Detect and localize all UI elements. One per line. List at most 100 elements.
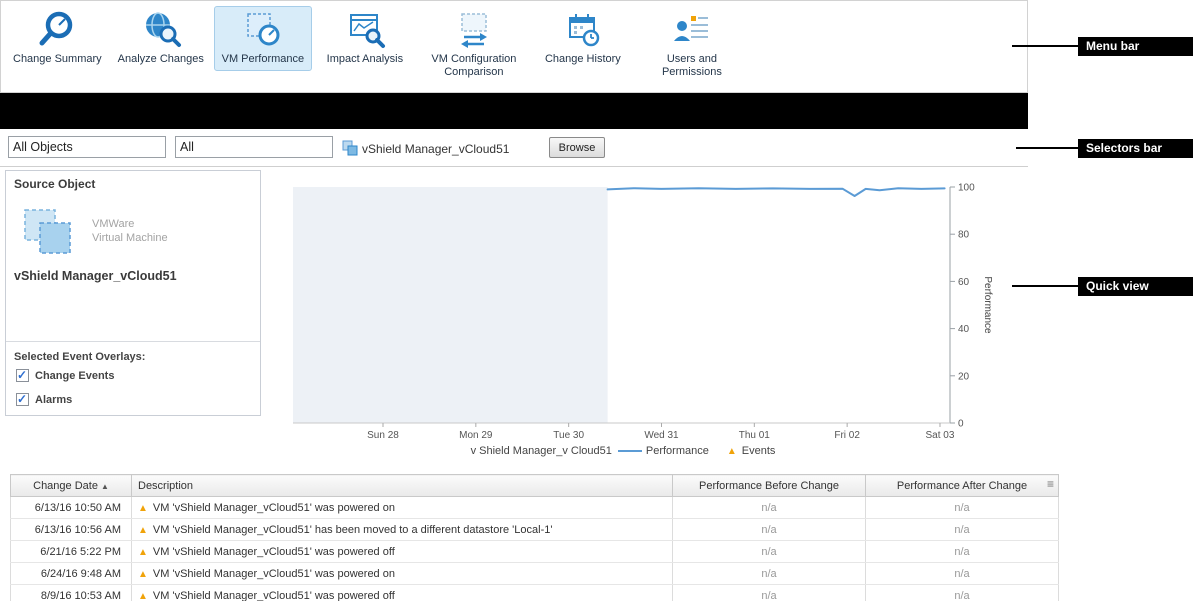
menu-item-change-history[interactable]: Change History <box>534 6 632 71</box>
vm-compare-arrows-icon <box>452 10 496 50</box>
svg-text:Thu 01: Thu 01 <box>739 430 771 441</box>
selectors-bar-annotation: Selectors bar <box>1078 139 1193 158</box>
description-cell: ▲ VM 'vShield Manager_vCloud51' was power… <box>131 562 673 585</box>
event-warning-icon: ▲ <box>138 568 148 580</box>
object-type-label: VMWare Virtual Machine <box>92 218 168 244</box>
change-events-table: Change Date ▲ Description Performance Bef… <box>10 474 1059 601</box>
change-date-cell: 8/9/16 10:53 AM <box>10 584 132 601</box>
table-row[interactable]: 6/21/16 5:22 PM ▲ VM 'vShield Manager_vClo… <box>10 540 1059 563</box>
selectors-bar: vShield Manager_vCloud51 Browse <box>0 129 1028 167</box>
performance-before-cell: n/a <box>672 562 866 585</box>
menu-item-vm-performance[interactable]: VM Performance <box>213 6 312 71</box>
selectors-bar-callout-line <box>1016 147 1078 149</box>
menu-item-label: Analyze Changes <box>117 53 204 65</box>
source-object-title: Source Object <box>14 177 96 191</box>
panel-divider <box>6 341 260 342</box>
column-header-performance-before[interactable]: Performance Before Change <box>672 474 866 497</box>
performance-after-cell: n/a <box>865 496 1059 519</box>
change-events-checkbox-row[interactable]: Change Events <box>16 368 114 382</box>
events-table-body: 6/13/16 10:50 AM ▲ VM 'vShield Manager_vCl… <box>10 496 1059 601</box>
selected-object-label: vShield Manager_vCloud51 <box>362 142 510 156</box>
description-cell: ▲ VM 'vShield Manager_vCloud51' was power… <box>131 540 673 563</box>
svg-text:Sun 28: Sun 28 <box>367 430 399 441</box>
quick-view-callout-line <box>1012 285 1078 287</box>
description-text: VM 'vShield Manager_vCloud51' was powere… <box>152 545 395 558</box>
change-events-checkbox[interactable] <box>16 368 29 382</box>
svg-text:40: 40 <box>958 324 970 335</box>
event-warning-icon: ▲ <box>138 590 148 601</box>
description-cell: ▲ VM 'vShield Manager_vCloud51' was power… <box>131 584 673 601</box>
column-header-change-date[interactable]: Change Date ▲ <box>10 474 132 497</box>
performance-before-cell: n/a <box>672 496 866 519</box>
menu-item-analyze-changes[interactable]: Analyze Changes <box>112 6 210 71</box>
alarms-checkbox[interactable] <box>16 392 29 406</box>
svg-text:Performance: Performance <box>982 276 993 334</box>
calendar-clock-icon <box>561 10 605 50</box>
menu-item-label: VM Configuration Comparison <box>431 53 517 78</box>
menu-item-vm-configuration-comparison[interactable]: VM Configuration Comparison <box>418 6 530 84</box>
performance-before-cell: n/a <box>672 584 866 601</box>
menu-bar-callout-line <box>1012 45 1078 47</box>
menu-item-change-summary[interactable]: Change Summary <box>7 6 108 71</box>
performance-before-cell: n/a <box>672 540 866 563</box>
legend-series-prefix: v Shield Manager_v Cloud51 <box>470 445 612 457</box>
description-text: VM 'vShield Manager_vCloud51' was powere… <box>152 589 395 601</box>
table-header-row: Change Date ▲ Description Performance Bef… <box>10 474 1059 497</box>
table-row[interactable]: 6/13/16 10:50 AM ▲ VM 'vShield Manager_vCl… <box>10 496 1059 519</box>
gauge-magnifier-icon <box>35 10 79 50</box>
svg-text:20: 20 <box>958 371 970 382</box>
checkbox-label: Alarms <box>35 393 73 406</box>
performance-after-cell: n/a <box>865 518 1059 541</box>
svg-text:Mon 29: Mon 29 <box>459 430 493 441</box>
svg-text:60: 60 <box>958 277 970 288</box>
performance-before-cell: n/a <box>672 518 866 541</box>
legend-series-label: Performance <box>645 445 709 457</box>
menu-item-label: Impact Analysis <box>326 53 404 65</box>
performance-line-swatch <box>617 450 642 452</box>
alarms-checkbox-row[interactable]: Alarms <box>16 392 73 406</box>
performance-after-cell: n/a <box>865 540 1059 563</box>
change-date-cell: 6/13/16 10:56 AM <box>10 518 132 541</box>
menu-item-label: Change Summary <box>13 53 102 65</box>
menu-item-label: Users and Permissions <box>661 53 722 78</box>
vm-large-icon <box>22 207 78 262</box>
globe-magnifier-icon <box>139 10 183 50</box>
vm-object-icon <box>342 140 358 161</box>
chart-magnifier-icon <box>343 10 387 50</box>
overlays-title: Selected Event Overlays: <box>14 351 146 363</box>
chart-legend: v Shield Manager_v Cloud51 Performance ▲… <box>293 445 953 457</box>
change-date-cell: 6/21/16 5:22 PM <box>10 540 132 563</box>
description-cell: ▲ VM 'vShield Manager_vCloud51' has been … <box>131 518 673 541</box>
table-row[interactable]: 6/13/16 10:56 AM ▲ VM 'vShield Manager_vCl… <box>10 518 1059 541</box>
quick-view-annotation: Quick view <box>1078 277 1193 296</box>
menu-item-users-and-permissions[interactable]: Users and Permissions <box>636 6 748 84</box>
source-object-panel: Source Object VMWare Virtual Machine vSh… <box>5 170 261 416</box>
svg-text:Wed 31: Wed 31 <box>644 430 679 441</box>
svg-text:Sat 03: Sat 03 <box>926 430 955 441</box>
sort-ascending-icon: ▲ <box>100 481 109 491</box>
column-menu-icon[interactable]: ≡ <box>1046 477 1054 491</box>
event-warning-icon: ▲ <box>138 546 148 558</box>
event-warning-icon: ▲ <box>138 502 148 514</box>
users-list-icon <box>670 10 714 50</box>
vm-gauge-icon <box>241 10 285 50</box>
object-type-filter-input[interactable] <box>8 136 166 158</box>
menu-item-impact-analysis[interactable]: Impact Analysis <box>316 6 414 71</box>
svg-text:Tue 30: Tue 30 <box>553 430 584 441</box>
table-row[interactable]: 6/24/16 9:48 AM ▲ VM 'vShield Manager_vClo… <box>10 562 1059 585</box>
legend-events-label: Events <box>741 445 776 457</box>
source-object-name: vShield Manager_vCloud51 <box>14 269 177 283</box>
table-row[interactable]: 8/9/16 10:53 AM ▲ VM 'vShield Manager_vClo… <box>10 584 1059 601</box>
svg-text:100: 100 <box>958 183 975 194</box>
browse-button[interactable]: Browse <box>549 137 605 158</box>
event-warning-icon: ▲ <box>138 524 148 536</box>
subtype-filter-input[interactable] <box>175 136 333 158</box>
performance-after-cell: n/a <box>865 584 1059 601</box>
column-header-performance-after[interactable]: Performance After Change ≡ <box>865 474 1059 497</box>
description-text: VM 'vShield Manager_vCloud51' was powere… <box>152 567 395 580</box>
change-date-cell: 6/24/16 9:48 AM <box>10 562 132 585</box>
description-text: VM 'vShield Manager_vCloud51' has been m… <box>152 523 553 536</box>
events-triangle-icon: ▲ <box>726 445 737 457</box>
column-header-description[interactable]: Description <box>131 474 673 497</box>
